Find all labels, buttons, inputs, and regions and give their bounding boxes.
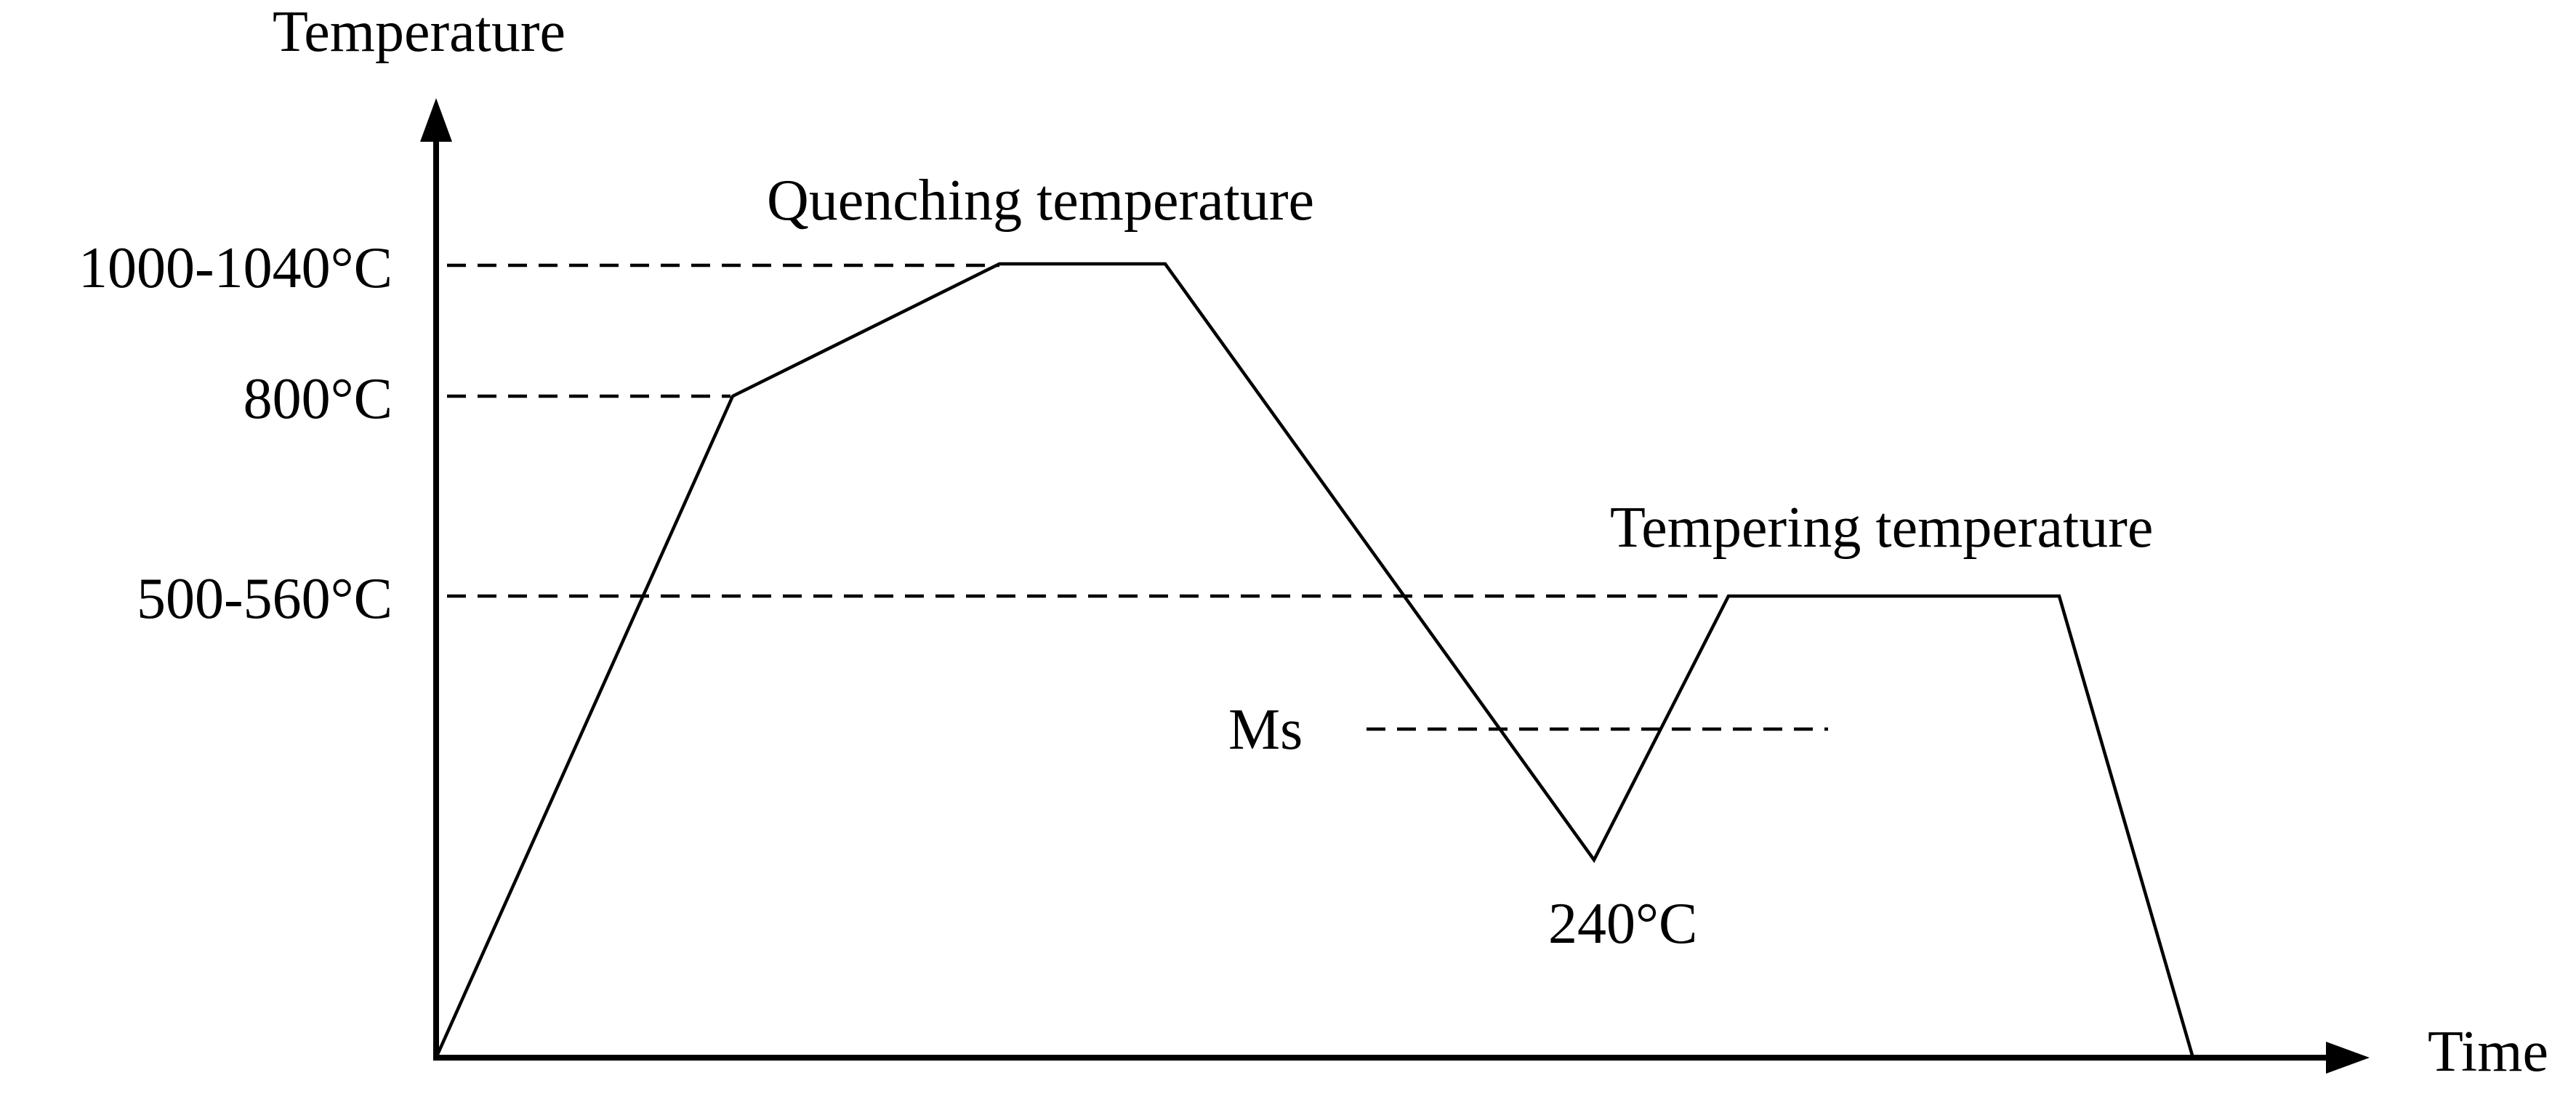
tempering-annotation: Tempering temperature [1610, 496, 2153, 560]
x-axis-label: Time [2428, 1020, 2548, 1084]
preheat-label: 800°C [243, 367, 393, 431]
quench-range-label: 1000-1040°C [79, 236, 393, 300]
y-axis-arrowhead [420, 98, 452, 142]
quenching-annotation: Quenching temperature [767, 169, 1314, 233]
x-axis-arrowhead [2326, 1042, 2370, 1074]
ms-label: Ms [1228, 698, 1303, 762]
heat-treatment-curve [434, 262, 2195, 1058]
quench-min-label: 240°C [1548, 892, 1697, 956]
temper-range-label: 500-560°C [137, 567, 393, 631]
y-axis-label: Temperature [273, 0, 565, 64]
